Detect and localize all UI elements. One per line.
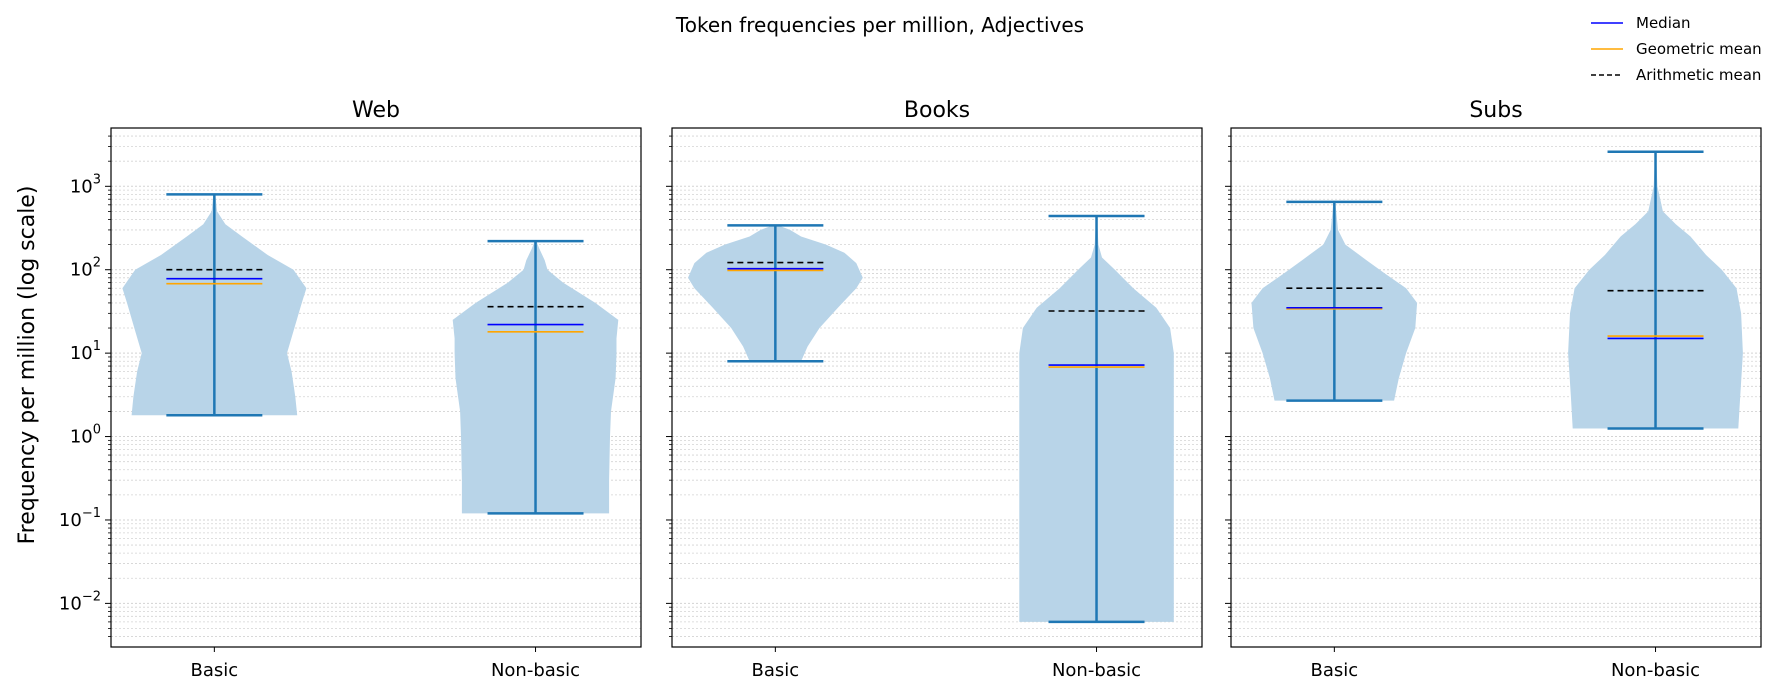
panel-title: Web [352, 98, 400, 123]
x-tick-label: Non-basic [1611, 660, 1700, 681]
panel-web: Basic Non-basic 10−2 10−1 100 101 102 103 Web [59, 98, 642, 681]
panels: Basic Non-basic10−210−1100101102103WebBas… [59, 98, 1762, 681]
x-tick-label: Non-basic [491, 660, 580, 681]
x-tick-label: Basic [752, 660, 800, 681]
y-tick-label: 10−1 [59, 506, 101, 531]
plot-frame [110, 127, 642, 648]
panel-books: Basic Non-basic Books [666, 98, 1203, 681]
x-tick-label: Basic [191, 660, 239, 681]
y-axis-label: Frequency per million (log scale) [15, 186, 40, 545]
y-tick-label: 100 [70, 423, 101, 448]
panel-subs: Basic Non-basic Subs [1225, 98, 1762, 681]
legend-label: Median [1636, 14, 1691, 32]
plot-frame [1230, 127, 1762, 648]
figure-title: Token frequencies per million, Adjective… [675, 13, 1084, 37]
y-tick-label: 101 [70, 339, 101, 364]
y-tick-label: 103 [70, 172, 101, 197]
legend-label: Arithmetic mean [1636, 66, 1761, 84]
legend-label: Geometric mean [1636, 40, 1762, 58]
y-tick-label: 102 [70, 256, 101, 281]
x-tick-label: Non-basic [1052, 660, 1141, 681]
plot-frame [671, 127, 1203, 648]
y-tick-label: 10−2 [59, 589, 101, 614]
panel-title: Subs [1469, 98, 1522, 123]
panel-title: Books [904, 98, 970, 123]
x-tick-label: Basic [1311, 660, 1359, 681]
legend: Median Geometric mean Arithmetic mean [1591, 14, 1762, 84]
